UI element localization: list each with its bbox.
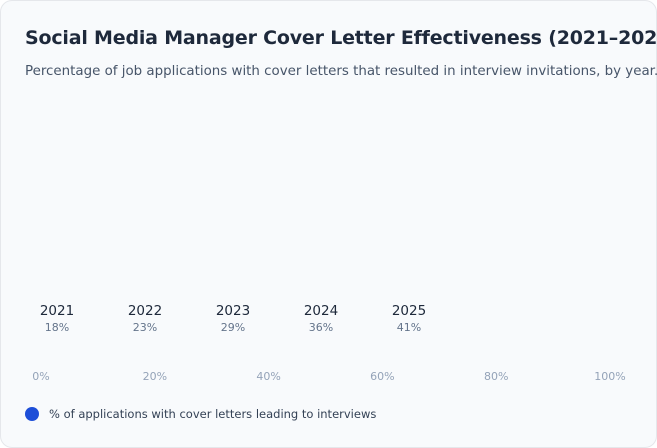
data-label: 41% xyxy=(396,321,422,334)
data-label: 36% xyxy=(308,321,334,334)
x-tick-label: 60% xyxy=(370,370,395,383)
x-tick-label: 0% xyxy=(32,370,50,383)
category-2021: 2021 18% xyxy=(17,303,97,334)
chart-subtitle: Percentage of job applications with cove… xyxy=(25,64,657,79)
category-2024: 2024 36% xyxy=(281,303,361,334)
x-tick-label: 80% xyxy=(483,370,509,383)
data-label: 23% xyxy=(132,321,158,334)
x-tick-label: 40% xyxy=(256,370,281,383)
legend-swatch xyxy=(25,407,39,421)
data-label: 29% xyxy=(220,321,246,334)
x-tick-label: 20% xyxy=(142,370,168,383)
category-2022: 2022 23% xyxy=(105,303,185,334)
x-tick-label: 100% xyxy=(594,370,626,383)
category-2025: 2025 41% xyxy=(369,303,449,334)
category-2023: 2023 29% xyxy=(193,303,273,334)
legend: % of applications with cover letters lea… xyxy=(25,407,376,421)
data-label: 18% xyxy=(44,321,70,334)
category-label: 2025 xyxy=(391,303,427,319)
category-label: 2024 xyxy=(303,303,339,319)
category-label: 2021 xyxy=(39,303,75,319)
legend-label: % of applications with cover letters lea… xyxy=(49,407,377,421)
category-label: 2023 xyxy=(215,303,251,319)
category-label: 2022 xyxy=(127,303,163,319)
chart-title: Social Media Manager Cover Letter Effect… xyxy=(25,27,657,49)
